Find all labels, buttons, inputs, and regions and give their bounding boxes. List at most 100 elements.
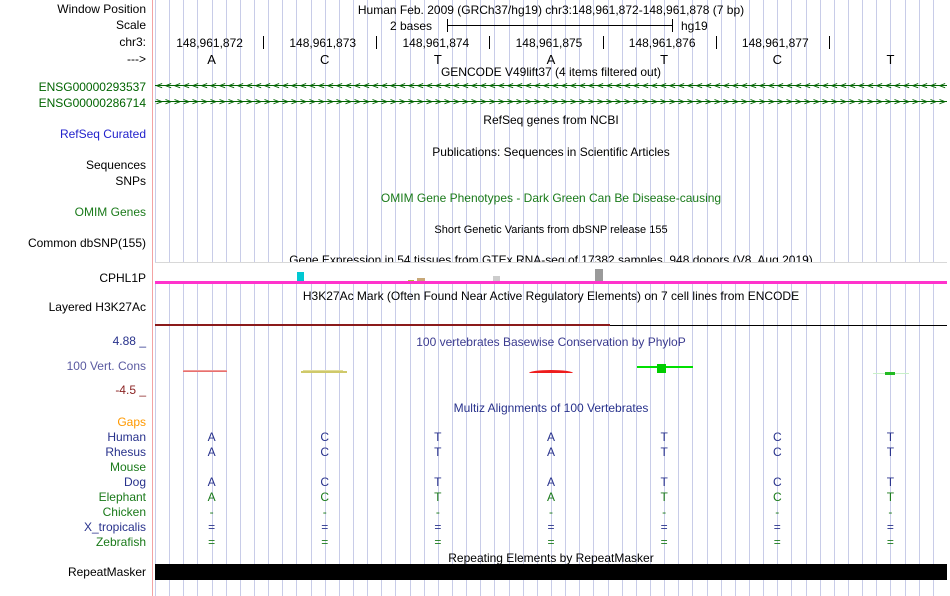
strand-arrow-icon: > bbox=[480, 96, 487, 107]
gtex-expression-bars[interactable] bbox=[155, 262, 947, 283]
strand-arrow-icon: > bbox=[876, 96, 883, 107]
gencode-gene-row-2[interactable]: > > > > > > > > > > > > > > > > > > > > > > > > > > > > > > > > > > > > > > > >… bbox=[155, 96, 947, 107]
strand-arrow-icon: < bbox=[831, 80, 838, 91]
strand-arrow-icon: < bbox=[813, 80, 820, 91]
strand-arrow-icon: > bbox=[930, 96, 937, 107]
multiz-base-cell: A bbox=[546, 445, 555, 459]
multiz-base-cell: C bbox=[320, 490, 330, 504]
strand-arrow-icon: < bbox=[723, 80, 730, 91]
strand-arrow-icon: < bbox=[210, 80, 217, 91]
gencode-gene-label-1[interactable]: ENSG00000293537 bbox=[38, 80, 146, 94]
common-dbsnp-label[interactable]: Common dbSNP(155) bbox=[27, 236, 146, 250]
strand-arrow-icon: < bbox=[930, 80, 937, 91]
strand-arrow-icon: > bbox=[687, 96, 694, 107]
multiz-base-cell: = bbox=[660, 535, 668, 549]
strand-arrow-icon: < bbox=[669, 80, 676, 91]
gtex-gene-label[interactable]: CPHL1P bbox=[99, 271, 146, 285]
ruler-base: A bbox=[546, 52, 556, 67]
strand-arrow-icon: < bbox=[444, 80, 451, 91]
window-position-label: Window Position bbox=[57, 2, 146, 16]
gencode-track-title: GENCODE V49lift37 (4 items filtered out) bbox=[440, 65, 662, 79]
strand-arrow-icon: > bbox=[192, 96, 199, 107]
strand-arrow-icon: > bbox=[174, 96, 181, 107]
strand-arrow-icon: < bbox=[660, 80, 667, 91]
multiz-track-title: Multiz Alignments of 100 Vertebrates bbox=[453, 401, 649, 415]
strand-arrow-icon: < bbox=[489, 80, 496, 91]
strand-arrow-icon: > bbox=[345, 96, 352, 107]
strand-arrow-icon: < bbox=[264, 80, 271, 91]
h3k27ac-signal-line bbox=[155, 324, 610, 326]
strand-arrow-icon: > bbox=[318, 96, 325, 107]
multiz-base-cell: = bbox=[547, 520, 555, 534]
data-area-left-rule bbox=[152, 0, 153, 596]
multiz-base-cell: T bbox=[660, 445, 668, 459]
strand-arrow-icon: < bbox=[462, 80, 469, 91]
strand-arrow-icon: < bbox=[642, 80, 649, 91]
strand-arrow-icon: > bbox=[597, 96, 604, 107]
strand-arrow-icon: < bbox=[327, 80, 334, 91]
strand-arrow-icon: < bbox=[867, 80, 874, 91]
strand-arrow-icon: > bbox=[399, 96, 406, 107]
gtex-tissue-bar[interactable] bbox=[417, 278, 425, 283]
phylop-conservation-plot[interactable] bbox=[155, 344, 947, 396]
strand-arrow-icon: < bbox=[606, 80, 613, 91]
strand-arrow-icon: > bbox=[651, 96, 658, 107]
strand-arrow-icon: > bbox=[246, 96, 253, 107]
publications-track-title: Publications: Sequences in Scientific Ar… bbox=[432, 145, 670, 159]
strand-arrow-icon: > bbox=[489, 96, 496, 107]
gtex-tissue-bar[interactable] bbox=[595, 269, 603, 283]
multiz-species-label[interactable]: Elephant bbox=[98, 490, 146, 504]
strand-arrow-icon: < bbox=[732, 80, 739, 91]
multiz-base-cell: = bbox=[886, 520, 894, 534]
gtex-tissue-bar[interactable] bbox=[297, 272, 304, 283]
strand-arrow-icon: > bbox=[588, 96, 595, 107]
strand-arrow-icon: > bbox=[309, 96, 316, 107]
gencode-gene-row-1[interactable]: < < < < < < < < < < < < < < < < < < < < < < < < < < < < < < < < < < < < < < < <… bbox=[155, 80, 947, 91]
strand-arrow-icon: < bbox=[381, 80, 388, 91]
strand-arrow-icon: > bbox=[201, 96, 208, 107]
strand-arrow-icon: < bbox=[354, 80, 361, 91]
multiz-base-cell: = bbox=[321, 535, 329, 549]
multiz-base-cell: - bbox=[662, 505, 667, 519]
gaps-label[interactable]: Gaps bbox=[117, 415, 146, 429]
omim-genes-label[interactable]: OMIM Genes bbox=[74, 205, 146, 219]
multiz-base-cell: T bbox=[660, 475, 668, 489]
repeatmasker-track-title: Repeating Elements by RepeatMasker bbox=[448, 551, 654, 565]
strand-arrow-icon: > bbox=[543, 96, 550, 107]
multiz-base-cell: T bbox=[660, 490, 668, 504]
repeatmasker-bar[interactable] bbox=[155, 564, 947, 580]
strand-arrow-icon: > bbox=[534, 96, 541, 107]
multiz-species-label[interactable]: X_tropicalis bbox=[83, 520, 146, 534]
strand-arrow-icon: < bbox=[192, 80, 199, 91]
strand-arrow-icon: < bbox=[525, 80, 532, 91]
strand-arrow-icon: < bbox=[345, 80, 352, 91]
strand-arrow-icon: < bbox=[678, 80, 685, 91]
strand-arrow-icon: > bbox=[759, 96, 766, 107]
strand-arrow-icon: < bbox=[174, 80, 181, 91]
strand-arrow-icon: > bbox=[408, 96, 415, 107]
strand-arrow-icon: < bbox=[633, 80, 640, 91]
multiz-species-label[interactable]: Human bbox=[107, 430, 146, 444]
strand-arrow-icon: < bbox=[291, 80, 298, 91]
multiz-species-label[interactable]: Dog bbox=[123, 475, 146, 489]
strand-arrow-icon: > bbox=[624, 96, 631, 107]
ruler-base: C bbox=[320, 52, 330, 67]
strand-arrow-icon: < bbox=[777, 80, 784, 91]
snps-label[interactable]: SNPs bbox=[115, 174, 146, 188]
multiz-species-label[interactable]: Rhesus bbox=[105, 445, 146, 459]
repeatmasker-label[interactable]: RepeatMasker bbox=[67, 565, 146, 579]
strand-arrow-icon: < bbox=[750, 80, 757, 91]
refseq-curated-label[interactable]: RefSeq Curated bbox=[59, 127, 146, 141]
multiz-species-label[interactable]: Chicken bbox=[102, 505, 146, 519]
multiz-species-label[interactable]: Zebrafish bbox=[95, 535, 146, 549]
multiz-species-label[interactable]: Mouse bbox=[109, 460, 146, 474]
strand-arrow-icon: < bbox=[687, 80, 694, 91]
conservation-label[interactable]: 100 Vert. Cons bbox=[66, 359, 146, 373]
sequences-label[interactable]: Sequences bbox=[85, 158, 146, 172]
strand-arrow-icon: > bbox=[210, 96, 217, 107]
ruler-coordinate: 148,961,877 bbox=[741, 36, 809, 50]
layered-h3k27ac-label[interactable]: Layered H3K27Ac bbox=[48, 300, 146, 314]
gencode-gene-label-2[interactable]: ENSG00000286714 bbox=[38, 96, 146, 110]
gtex-tissue-bar[interactable] bbox=[493, 276, 500, 283]
strand-arrow-icon: < bbox=[579, 80, 586, 91]
